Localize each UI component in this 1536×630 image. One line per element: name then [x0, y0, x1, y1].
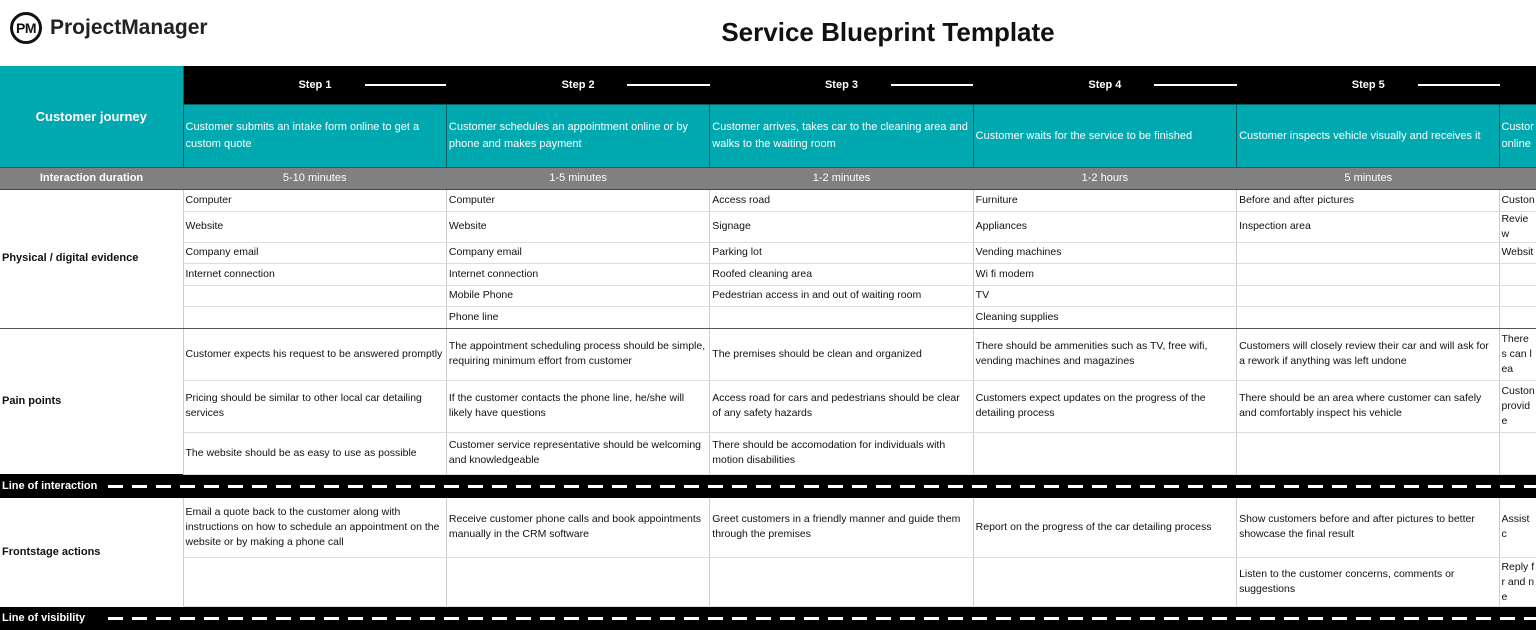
physical-evidence-cell[interactable]: [1237, 264, 1500, 286]
physical-evidence-cell[interactable]: Websit: [1500, 242, 1536, 264]
pain-point-cell[interactable]: [973, 432, 1236, 474]
pain-point-cell[interactable]: [1237, 432, 1500, 474]
pain-point-cell[interactable]: Customer expects his request to be answe…: [183, 328, 446, 380]
line-of-interaction-label: Line of interaction: [2, 479, 97, 494]
pain-point-cell[interactable]: Custon provide: [1500, 380, 1536, 432]
pain-point-cell[interactable]: [1500, 432, 1536, 474]
frontstage-action-cell[interactable]: [710, 558, 973, 607]
physical-evidence-cell[interactable]: Inspection area: [1237, 211, 1500, 242]
physical-evidence-cell[interactable]: Before and after pictures: [1237, 190, 1500, 212]
physical-evidence-cell[interactable]: [1237, 307, 1500, 329]
physical-evidence-cell[interactable]: Website: [446, 211, 709, 242]
frontstage-action-cell[interactable]: Receive customer phone calls and book ap…: [446, 498, 709, 558]
physical-evidence-cell[interactable]: Computer: [183, 190, 446, 212]
frontstage-action-cell[interactable]: [973, 558, 1236, 607]
physical-evidence-cell[interactable]: Internet connection: [183, 264, 446, 286]
pain-point-cell[interactable]: There should be accomodation for individ…: [710, 432, 973, 474]
physical-evidence-cell[interactable]: Custon: [1500, 190, 1536, 212]
pain-point-cell[interactable]: There should be an area where customer c…: [1237, 380, 1500, 432]
step-duration[interactable]: 1-5 minutes: [446, 168, 709, 190]
pain-point-cell[interactable]: Customers will closely review their car …: [1237, 328, 1500, 380]
physical-evidence-cell[interactable]: TV: [973, 285, 1236, 307]
line-of-visibility: Line of visibility: [0, 607, 1536, 630]
frontstage-actions-label: Frontstage actions: [0, 498, 183, 607]
frontstage-action-cell[interactable]: Show customers before and after pictures…: [1237, 498, 1500, 558]
physical-evidence-cell[interactable]: Wi fi modem: [973, 264, 1236, 286]
step-header: Step 4: [973, 66, 1236, 105]
physical-evidence-cell[interactable]: Cleaning supplies: [973, 307, 1236, 329]
customer-journey-label: Customer journey: [0, 66, 183, 168]
step-description[interactable]: Customer schedules an appointment online…: [446, 105, 709, 168]
brand-name: ProjectManager: [50, 16, 208, 40]
physical-evidence-cell[interactable]: [1500, 285, 1536, 307]
step-header: Step 2: [446, 66, 709, 105]
step-description[interactable]: Custor online: [1500, 105, 1536, 168]
page-title: Service Blueprint Template: [638, 17, 1138, 48]
pain-point-cell[interactable]: There should be ammenities such as TV, f…: [973, 328, 1236, 380]
physical-evidence-cell[interactable]: Roofed cleaning area: [710, 264, 973, 286]
physical-evidence-cell[interactable]: Mobile Phone: [446, 285, 709, 307]
step-header: Step 5: [1237, 66, 1500, 105]
logo-mark-icon: PM: [10, 12, 42, 44]
pain-point-cell[interactable]: Customer service representative should b…: [446, 432, 709, 474]
frontstage-action-cell[interactable]: Email a quote back to the customer along…: [183, 498, 446, 558]
physical-evidence-cell[interactable]: [710, 307, 973, 329]
step-duration[interactable]: [1500, 168, 1536, 190]
physical-evidence-cell[interactable]: Internet connection: [446, 264, 709, 286]
physical-evidence-cell[interactable]: Website: [183, 211, 446, 242]
step-header: Step 1: [183, 66, 446, 105]
step-duration[interactable]: 5 minutes: [1237, 168, 1500, 190]
frontstage-action-cell[interactable]: [446, 558, 709, 607]
step-description[interactable]: Customer waits for the service to be fin…: [973, 105, 1236, 168]
step-duration[interactable]: 1-2 hours: [973, 168, 1236, 190]
physical-evidence-cell[interactable]: [1500, 307, 1536, 329]
line-of-visibility-label: Line of visibility: [2, 611, 85, 626]
physical-evidence-cell[interactable]: Signage: [710, 211, 973, 242]
step-header: [1500, 66, 1536, 105]
step-duration[interactable]: 1-2 minutes: [710, 168, 973, 190]
step-description[interactable]: Customer inspects vehicle visually and r…: [1237, 105, 1500, 168]
step-description[interactable]: Customer arrives, takes car to the clean…: [710, 105, 973, 168]
pain-points-label: Pain points: [0, 328, 183, 474]
pain-point-cell[interactable]: The website should be as easy to use as …: [183, 432, 446, 474]
pain-point-cell[interactable]: Access road for cars and pedestrians sho…: [710, 380, 973, 432]
frontstage-action-cell[interactable]: Report on the progress of the car detail…: [973, 498, 1236, 558]
physical-evidence-cell[interactable]: Review: [1500, 211, 1536, 242]
physical-evidence-cell[interactable]: [1237, 285, 1500, 307]
frontstage-action-cell[interactable]: Greet customers in a friendly manner and…: [710, 498, 973, 558]
brand-logo: PM ProjectManager: [10, 12, 208, 44]
physical-evidence-cell[interactable]: Pedestrian access in and out of waiting …: [710, 285, 973, 307]
duration-label: Interaction duration: [0, 168, 183, 190]
step-duration[interactable]: 5-10 minutes: [183, 168, 446, 190]
pain-point-cell[interactable]: If the customer contacts the phone line,…: [446, 380, 709, 432]
frontstage-action-cell[interactable]: Assist c: [1500, 498, 1536, 558]
physical-evidence-cell[interactable]: [1500, 264, 1536, 286]
physical-evidence-cell[interactable]: Vending machines: [973, 242, 1236, 264]
physical-evidence-cell[interactable]: Appliances: [973, 211, 1236, 242]
physical-evidence-cell[interactable]: Access road: [710, 190, 973, 212]
physical-evidence-cell[interactable]: [1237, 242, 1500, 264]
physical-evidence-label: Physical / digital evidence: [0, 190, 183, 329]
pain-point-cell[interactable]: Customers expect updates on the progress…: [973, 380, 1236, 432]
physical-evidence-cell[interactable]: [183, 285, 446, 307]
step-header: Step 3: [710, 66, 973, 105]
physical-evidence-cell[interactable]: [183, 307, 446, 329]
physical-evidence-cell[interactable]: Phone line: [446, 307, 709, 329]
pain-point-cell[interactable]: There s can lea: [1500, 328, 1536, 380]
physical-evidence-cell[interactable]: Company email: [446, 242, 709, 264]
physical-evidence-cell[interactable]: Furniture: [973, 190, 1236, 212]
frontstage-action-cell[interactable]: [183, 558, 446, 607]
physical-evidence-cell[interactable]: Computer: [446, 190, 709, 212]
physical-evidence-cell[interactable]: Company email: [183, 242, 446, 264]
line-of-interaction: Line of interaction: [0, 474, 1536, 498]
pain-point-cell[interactable]: The appointment scheduling process shoul…: [446, 328, 709, 380]
pain-point-cell[interactable]: The premises should be clean and organiz…: [710, 328, 973, 380]
step-description[interactable]: Customer submits an intake form online t…: [183, 105, 446, 168]
physical-evidence-cell[interactable]: Parking lot: [710, 242, 973, 264]
frontstage-action-cell[interactable]: Reply fr and ne: [1500, 558, 1536, 607]
pain-point-cell[interactable]: Pricing should be similar to other local…: [183, 380, 446, 432]
dashed-line: [108, 485, 1536, 488]
frontstage-action-cell[interactable]: Listen to the customer concerns, comment…: [1237, 558, 1500, 607]
